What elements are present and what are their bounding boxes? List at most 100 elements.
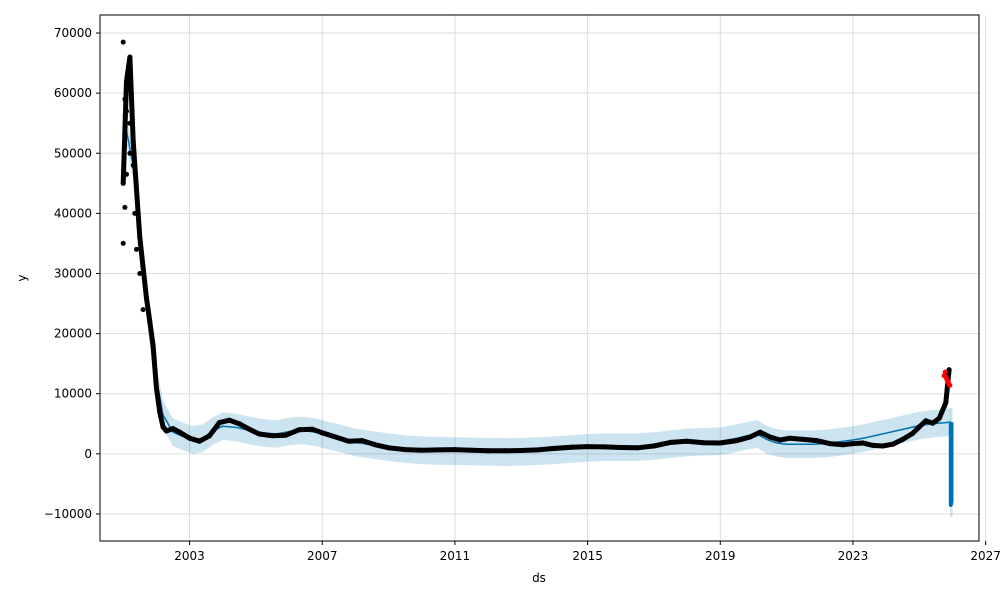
observed-point bbox=[147, 319, 153, 325]
x-tick-label: 2019 bbox=[705, 549, 736, 563]
observed-point bbox=[814, 438, 819, 444]
observed-point bbox=[346, 438, 352, 444]
grid bbox=[100, 15, 987, 541]
observed-point bbox=[651, 443, 657, 449]
observed-point bbox=[283, 432, 289, 438]
y-tick-label: −10000 bbox=[44, 507, 92, 521]
observed-point bbox=[143, 295, 149, 300]
observed-point bbox=[296, 427, 302, 433]
observed-point bbox=[170, 426, 176, 432]
observed-point bbox=[551, 445, 557, 451]
observed-point bbox=[153, 385, 159, 391]
observed-point bbox=[359, 438, 365, 444]
observed-point bbox=[747, 434, 753, 440]
observed-point bbox=[668, 439, 673, 445]
observed-point bbox=[485, 448, 491, 454]
observed-point bbox=[502, 448, 508, 454]
observed-point bbox=[777, 437, 783, 443]
y-tick-label: 30000 bbox=[54, 266, 92, 280]
observed-point bbox=[207, 433, 212, 439]
observed-point bbox=[910, 430, 916, 436]
observed-point bbox=[157, 409, 163, 415]
observed-point bbox=[800, 436, 806, 442]
observed-point bbox=[870, 442, 876, 448]
highlighted-point bbox=[942, 369, 948, 375]
observed-point bbox=[757, 429, 763, 435]
observed-point bbox=[469, 447, 474, 453]
x-axis-label: ds bbox=[532, 571, 546, 585]
observed-point bbox=[435, 447, 441, 453]
observed-point bbox=[246, 426, 252, 432]
observed-point bbox=[634, 445, 640, 451]
observed-point bbox=[137, 234, 143, 240]
observed-point bbox=[236, 421, 242, 427]
observed-point bbox=[124, 78, 129, 84]
observed-point bbox=[402, 447, 408, 453]
observed-point bbox=[890, 441, 896, 447]
observed-point bbox=[160, 424, 166, 430]
observed-point bbox=[946, 367, 952, 373]
y-tick-label: 60000 bbox=[54, 86, 92, 100]
observed-point bbox=[372, 442, 378, 448]
observed-point bbox=[130, 162, 136, 168]
y-tick-label: 20000 bbox=[54, 327, 92, 341]
y-axis-label: y bbox=[15, 274, 29, 281]
observed-point bbox=[163, 428, 169, 434]
observed-point bbox=[860, 440, 866, 446]
observed-point bbox=[120, 180, 126, 186]
observed-point bbox=[518, 448, 524, 453]
observed-point bbox=[827, 441, 833, 447]
y-tick-label: 0 bbox=[84, 447, 92, 461]
y-tick-label: 10000 bbox=[54, 387, 92, 401]
observed-point bbox=[216, 420, 222, 426]
observed-point bbox=[137, 271, 143, 276]
observed-point bbox=[850, 441, 856, 447]
observed-point bbox=[127, 150, 133, 156]
plot-area bbox=[99, 14, 987, 542]
observed-point bbox=[840, 442, 846, 448]
plot-frame bbox=[99, 14, 980, 542]
observed-point bbox=[618, 445, 624, 450]
y-tick-label: 70000 bbox=[54, 26, 92, 40]
observed-point bbox=[936, 415, 942, 421]
y-tick-label: 50000 bbox=[54, 146, 92, 160]
y-axis-ticks: −10000 0 10000 20000 30000 40000 50000 60000 700… bbox=[44, 26, 100, 521]
observed-point bbox=[270, 433, 275, 439]
observed-point bbox=[122, 96, 128, 102]
x-tick-label: 2003 bbox=[174, 549, 205, 563]
y-tick-label: 40000 bbox=[54, 206, 92, 220]
observed-point bbox=[120, 240, 126, 246]
observed-point bbox=[943, 400, 949, 406]
observed-point bbox=[132, 210, 138, 216]
observed-point bbox=[127, 120, 133, 126]
observed-point bbox=[134, 186, 139, 192]
observed-point bbox=[140, 265, 146, 270]
plot-background bbox=[100, 15, 979, 541]
highlighted-point bbox=[947, 382, 953, 388]
observed-point bbox=[125, 72, 131, 78]
x-axis-ticks: 2003 2007 2011 2015 2019 2023 2027 bbox=[174, 541, 1000, 563]
highlighted-points bbox=[941, 369, 953, 388]
observed-point bbox=[333, 434, 338, 440]
observed-point bbox=[568, 444, 574, 450]
observed-point bbox=[319, 430, 325, 436]
observed-point bbox=[124, 108, 129, 114]
x-tick-label: 2027 bbox=[970, 549, 1000, 563]
observed-point bbox=[197, 438, 202, 444]
x-tick-label: 2007 bbox=[307, 549, 338, 563]
observed-point bbox=[256, 431, 262, 437]
x-tick-label: 2015 bbox=[572, 549, 603, 563]
observed-point bbox=[122, 204, 128, 210]
observed-point bbox=[130, 138, 136, 144]
observed-point bbox=[127, 54, 133, 60]
observed-point bbox=[386, 445, 392, 451]
x-tick-label: 2011 bbox=[440, 549, 471, 563]
observed-point bbox=[226, 417, 232, 423]
observed-point bbox=[767, 434, 773, 440]
observed-point bbox=[923, 418, 929, 424]
observed-point bbox=[930, 420, 936, 426]
forecast-drop-line bbox=[948, 422, 954, 507]
observed-points bbox=[120, 39, 952, 454]
observed-point bbox=[419, 447, 425, 453]
observed-point bbox=[177, 429, 183, 435]
